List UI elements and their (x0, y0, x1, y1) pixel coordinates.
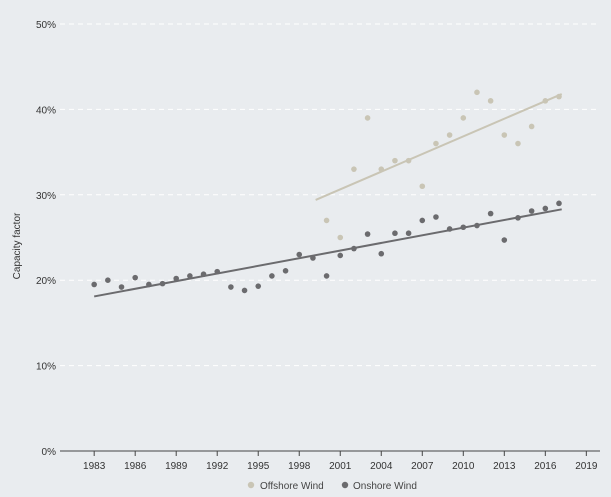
data-point-onshore-wind (474, 222, 480, 229)
y-tick-label: 0% (42, 447, 57, 458)
data-point-onshore-wind (528, 208, 535, 214)
data-point-offshore-wind (433, 140, 439, 147)
axes: 0% 10% 20% 30% 40% 50% 1983 1986 1989 1992 1995 199… (36, 20, 600, 472)
data-point-offshore-wind (405, 157, 412, 164)
data-point-onshore-wind (200, 271, 207, 278)
x-tick-label: 2010 (452, 461, 475, 472)
data-point-offshore-wind (378, 166, 385, 172)
trendlines (93, 93, 563, 298)
data-point-offshore-wind (474, 89, 480, 96)
legend-marker-offshore (247, 481, 255, 489)
y-tick-label: 20% (36, 276, 56, 287)
data-point-onshore-wind (323, 273, 330, 279)
legend-label-onshore: Onshore Wind (353, 481, 417, 492)
data-point-offshore-wind (528, 123, 535, 130)
x-tick-label: 1998 (288, 461, 311, 472)
data-point-onshore-wind (542, 205, 549, 212)
x-tick-label: 1986 (124, 461, 147, 472)
data-point-onshore-wind (173, 275, 180, 282)
legend-marker-onshore (341, 481, 349, 489)
data-point-offshore-wind (460, 115, 467, 121)
data-point-offshore-wind (419, 183, 426, 190)
data-point-onshore-wind (446, 226, 453, 232)
x-tick-label: 2019 (575, 461, 598, 472)
data-point-onshore-wind (419, 217, 426, 224)
x-tick-label: 2004 (370, 461, 393, 472)
data-point-onshore-wind (433, 214, 439, 220)
data-point-offshore-wind (501, 132, 508, 138)
data-point-offshore-wind (556, 93, 562, 100)
data-point-offshore-wind (351, 166, 357, 172)
x-tick-label: 2001 (329, 461, 352, 472)
legend: Offshore Wind Onshore Wind (247, 481, 417, 492)
data-point-onshore-wind (487, 210, 494, 217)
data-point-onshore-wind (515, 215, 521, 221)
data-point-onshore-wind (282, 268, 289, 274)
data-point-onshore-wind (146, 281, 152, 288)
data-point-offshore-wind (337, 234, 344, 241)
x-tick-label: 1995 (247, 461, 270, 472)
data-point-onshore-wind (214, 268, 221, 275)
data-point-onshore-wind (296, 251, 303, 258)
data-points (91, 89, 562, 294)
data-point-offshore-wind (446, 132, 453, 138)
trendline-offshore-wind (315, 93, 563, 201)
x-tick-label: 1989 (165, 461, 188, 472)
trendline-onshore-wind (93, 208, 562, 298)
data-point-onshore-wind (460, 224, 467, 231)
x-tick-label: 2013 (493, 461, 516, 472)
y-tick-label: 40% (36, 105, 56, 116)
x-tick-label: 1983 (83, 461, 106, 472)
x-tick-label: 1992 (206, 461, 229, 472)
data-point-onshore-wind (351, 245, 357, 252)
data-point-onshore-wind (364, 231, 371, 237)
data-point-onshore-wind (392, 230, 398, 237)
data-point-offshore-wind (542, 98, 549, 104)
data-point-offshore-wind (392, 157, 398, 164)
data-point-offshore-wind (323, 217, 330, 224)
data-point-onshore-wind (255, 283, 262, 289)
data-point-offshore-wind (515, 140, 521, 147)
data-point-onshore-wind (337, 252, 344, 259)
data-point-onshore-wind (310, 255, 316, 261)
legend-item-offshore: Offshore Wind (247, 481, 324, 492)
legend-label-offshore: Offshore Wind (260, 481, 324, 492)
y-axis-label: Capacity factor (12, 212, 23, 279)
data-point-onshore-wind (556, 200, 562, 207)
x-tick-label: 2016 (534, 461, 557, 472)
data-point-offshore-wind (487, 98, 494, 104)
data-point-onshore-wind (187, 273, 193, 279)
legend-item-onshore: Onshore Wind (341, 481, 417, 492)
data-point-onshore-wind (501, 237, 508, 243)
data-point-onshore-wind (118, 284, 125, 290)
y-tick-label: 30% (36, 191, 56, 202)
x-tick-label: 2007 (411, 461, 434, 472)
data-point-offshore-wind (364, 115, 371, 121)
data-point-onshore-wind (91, 281, 97, 288)
data-point-onshore-wind (405, 230, 412, 237)
y-tick-label: 50% (36, 20, 56, 31)
data-point-onshore-wind (228, 284, 234, 290)
data-point-onshore-wind (132, 274, 138, 281)
data-point-onshore-wind (269, 273, 275, 279)
data-point-onshore-wind (241, 287, 248, 294)
data-point-onshore-wind (159, 280, 166, 287)
data-point-onshore-wind (105, 277, 111, 284)
data-point-onshore-wind (378, 250, 385, 257)
y-tick-label: 10% (36, 362, 56, 373)
